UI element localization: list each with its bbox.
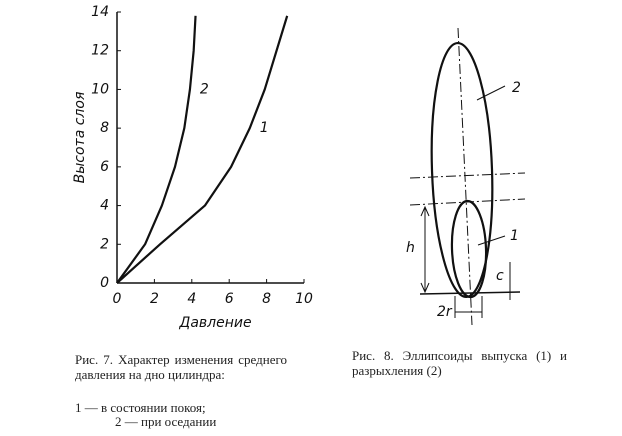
x-tick-label: 0 xyxy=(113,291,122,307)
caption-item: 1 — в состоянии покоя; xyxy=(75,400,206,415)
y-tick-label: 2 xyxy=(100,236,109,252)
curve xyxy=(116,15,289,284)
figure-8-caption: Рис. 8. Эллипсоиды выпуска (1) и разрыхл… xyxy=(352,348,567,378)
y-tick-label: 4 xyxy=(100,198,109,214)
y-tick-label: 0 xyxy=(100,275,109,291)
curve xyxy=(116,15,197,284)
ellipse-1 xyxy=(450,199,488,299)
base-line xyxy=(419,291,521,295)
y-tick-label: 6 xyxy=(100,159,109,175)
y-tick-label: 8 xyxy=(100,120,109,136)
figure-8 xyxy=(409,27,526,326)
level-line xyxy=(409,198,526,206)
figure-7-caption: Рис. 7. Характер изменения среднего давл… xyxy=(75,352,287,382)
level-line xyxy=(409,172,526,179)
leader xyxy=(477,235,506,246)
x-axis-label: Давление xyxy=(178,315,251,331)
arrow xyxy=(420,205,430,294)
dimension-label: c xyxy=(496,268,504,284)
y-tick-label: 12 xyxy=(91,43,109,59)
caption-item: 2 — при оседании xyxy=(115,414,217,429)
axis-line xyxy=(457,27,473,326)
dimension-label: h xyxy=(406,240,415,256)
curve-label: 1 xyxy=(260,120,269,136)
y-tick-label: 10 xyxy=(91,81,109,97)
x-tick-label: 2 xyxy=(150,291,159,307)
x-tick-label: 6 xyxy=(225,291,234,307)
x-tick-label: 4 xyxy=(187,291,196,307)
curve-label: 2 xyxy=(200,81,209,97)
ellipse-label: 1 xyxy=(510,228,519,244)
y-tick-label: 14 xyxy=(91,4,109,20)
dimension-label: 2r xyxy=(437,304,453,320)
x-tick-label: 8 xyxy=(262,291,271,307)
x-tick-label: 10 xyxy=(295,291,313,307)
ellipse-label: 2 xyxy=(512,80,521,96)
y-axis-label: Высота слоя xyxy=(72,92,88,184)
leader xyxy=(476,85,506,101)
